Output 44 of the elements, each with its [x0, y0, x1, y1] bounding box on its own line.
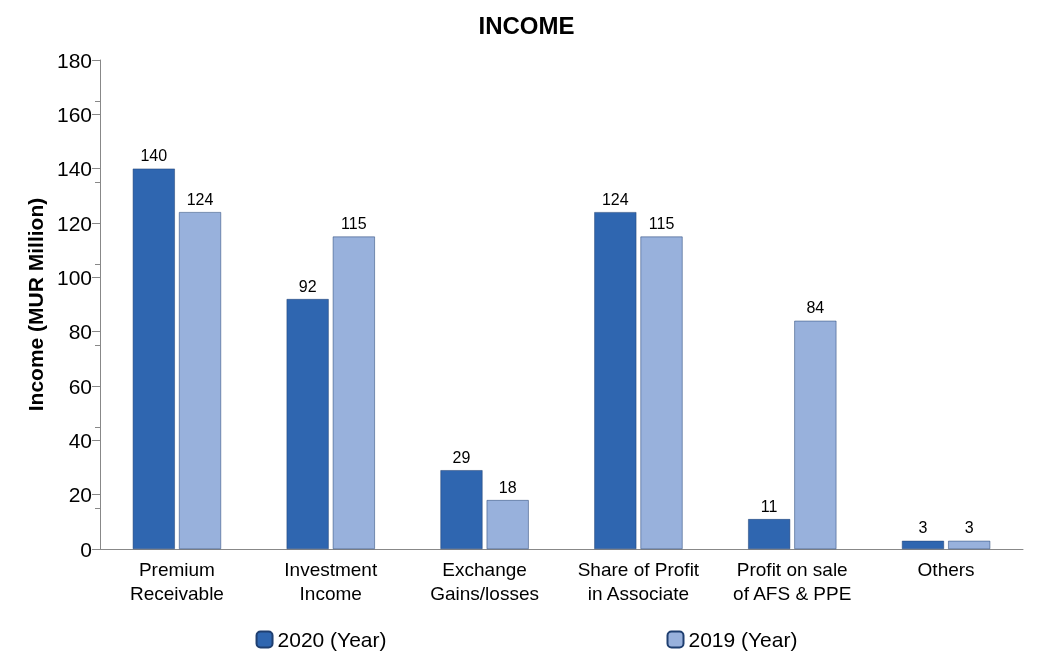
- y-tick-label: 0: [80, 537, 92, 561]
- x-tick-label: Premium Receivable: [129, 558, 224, 604]
- y-tick-label: 40: [68, 428, 92, 452]
- bar: [594, 212, 637, 549]
- x-tick-label: Others: [917, 558, 975, 580]
- data-label: 29: [452, 448, 471, 466]
- x-tick-label: Investment Income: [284, 558, 378, 604]
- bar: [486, 500, 529, 549]
- data-label: 92: [298, 277, 317, 295]
- y-tick-label: 20: [68, 483, 92, 507]
- bar: [286, 299, 329, 549]
- y-tick-label: 80: [68, 320, 92, 344]
- data-label: 124: [601, 190, 629, 208]
- bar: [640, 236, 683, 549]
- data-label: 18: [498, 478, 517, 496]
- legend-label: 2020 (Year): [277, 628, 387, 651]
- data-label: 3: [918, 519, 928, 537]
- data-label: 140: [140, 147, 168, 165]
- y-tick-label: 60: [68, 374, 92, 398]
- x-tick-label: Profit on sale of AFS & PPE: [733, 558, 852, 604]
- data-label: 84: [806, 299, 825, 317]
- y-tick-label: 120: [56, 211, 92, 235]
- y-tick-label: 160: [56, 102, 92, 126]
- data-label: 11: [760, 497, 778, 515]
- data-label: 3: [964, 519, 974, 537]
- y-tick-label: 140: [56, 157, 92, 181]
- data-label: 115: [648, 215, 675, 233]
- y-axis-title: Income (MUR Million): [24, 197, 48, 412]
- bar: [901, 540, 944, 549]
- x-tick-label: Exchange Gains/losses: [430, 558, 539, 604]
- y-tick-label: 100: [56, 265, 92, 289]
- bar: [179, 212, 222, 549]
- bar: [748, 519, 791, 549]
- bar: [132, 168, 175, 549]
- legend-label: 2019 (Year): [688, 628, 798, 651]
- x-tick-label: Share of Profit in Associate: [577, 558, 700, 604]
- bar: [332, 236, 375, 549]
- data-label: 115: [341, 215, 367, 233]
- bar: [794, 320, 837, 549]
- data-label: 124: [186, 190, 214, 208]
- bar: [440, 470, 483, 549]
- chart-title: INCOME: [478, 11, 575, 39]
- bar: [948, 540, 991, 549]
- y-tick-label: 180: [56, 48, 92, 72]
